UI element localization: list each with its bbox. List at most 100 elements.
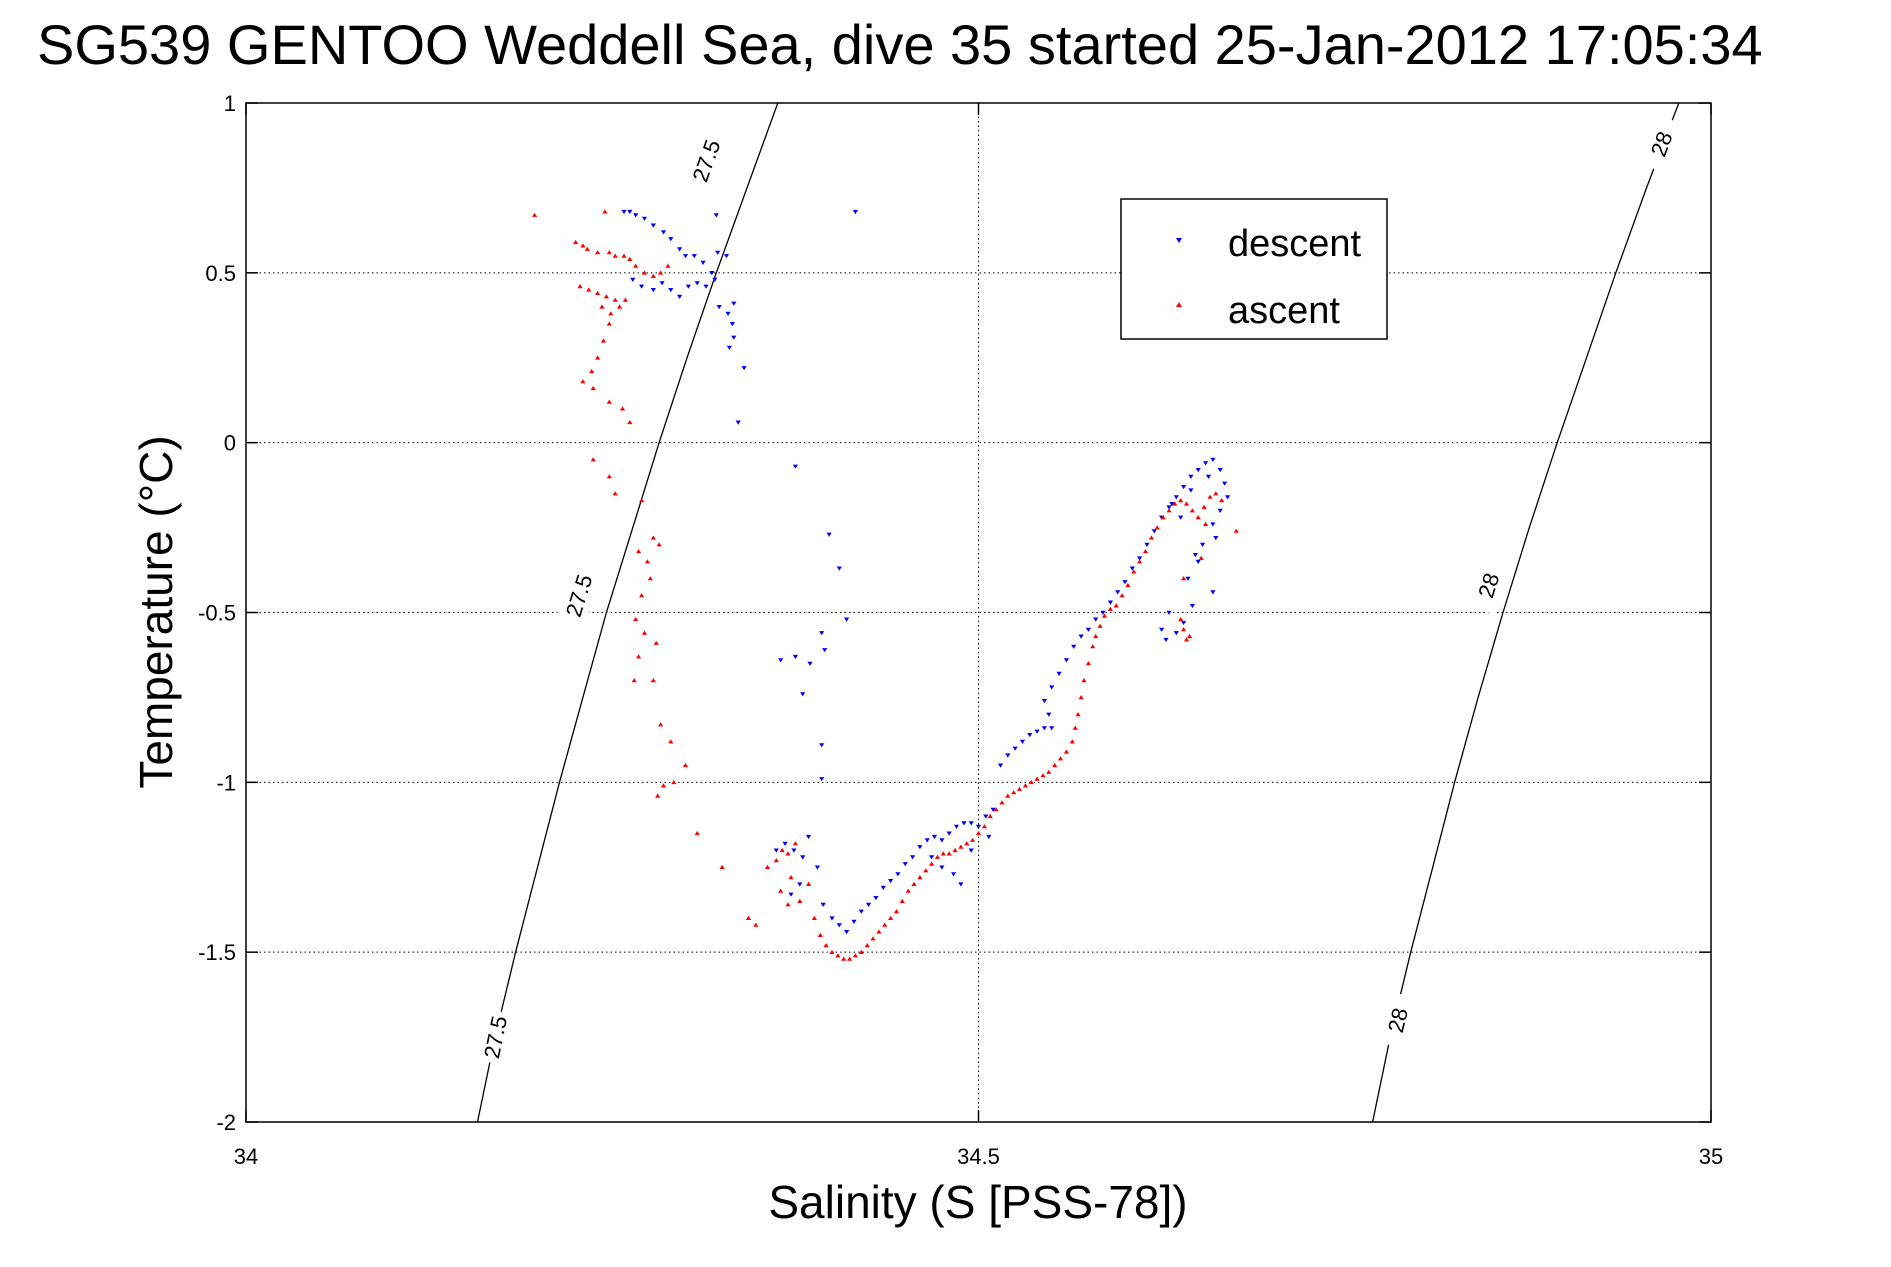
descent-point — [1213, 536, 1219, 541]
y-tick-label: -1 — [216, 770, 236, 795]
ascent-point — [584, 246, 590, 251]
descent-point — [1056, 671, 1062, 676]
ascent-point — [577, 284, 583, 289]
descent-point — [1122, 580, 1128, 585]
descent-point — [691, 254, 697, 259]
ascent-point — [823, 943, 829, 948]
ascent-point — [1046, 769, 1052, 774]
axis-tick-layer: 34 34.5 35 -2 -1.5 -1 -0.5 0 0.5 1 — [198, 91, 1723, 1169]
ascent-point — [870, 936, 876, 941]
ascent-point — [829, 949, 835, 954]
ascent-point — [1016, 786, 1023, 791]
descent-point — [1163, 637, 1169, 643]
descent-point — [1005, 753, 1011, 758]
contour-label-background — [683, 131, 729, 191]
contour-label: 28 — [1383, 1005, 1413, 1035]
isopycnal-contour-line — [1371, 102, 1680, 1123]
ascent-point — [621, 253, 627, 258]
y-tick-label: 0.5 — [205, 261, 236, 286]
descent-point — [1012, 746, 1018, 751]
y-tick-label: -0.5 — [198, 601, 236, 626]
descent-point — [814, 865, 820, 870]
ascent-point — [1125, 582, 1131, 588]
descent-point — [778, 658, 784, 663]
ascent-point — [899, 898, 905, 903]
descent-point — [844, 617, 850, 622]
ascent-point — [1183, 501, 1190, 506]
ascent-point — [975, 830, 982, 836]
descent-point — [819, 631, 825, 636]
ascent-point — [647, 576, 653, 581]
x-tick-label: 34 — [234, 1144, 258, 1169]
descent-point — [1205, 474, 1212, 479]
y-axis-label: Temperature (°C) — [130, 435, 182, 788]
ascent-point — [1160, 515, 1166, 520]
ascent-point — [650, 535, 656, 540]
ascent-point — [617, 304, 623, 309]
ascent-point — [1052, 762, 1058, 768]
descent-point — [1041, 726, 1047, 731]
ascent-point — [1154, 525, 1160, 530]
ascent-point — [603, 294, 609, 299]
descent-point — [1217, 508, 1223, 513]
ascent-point — [785, 851, 791, 856]
descent-point — [866, 902, 872, 907]
descent-point — [1200, 542, 1206, 547]
descent-point — [1173, 495, 1179, 500]
ascent-point — [958, 844, 964, 849]
ascent-point — [636, 654, 642, 659]
descent-point — [1181, 485, 1187, 490]
ascent-point — [719, 864, 725, 869]
ascent-point — [993, 807, 999, 812]
ascent-point — [668, 739, 674, 744]
ascent-point — [811, 915, 817, 920]
ascent-point — [1081, 678, 1087, 683]
descent-point — [1181, 620, 1187, 626]
descent-series-layer — [621, 209, 1231, 935]
ascent-point — [923, 868, 929, 873]
ascent-point — [893, 909, 900, 914]
ascent-point — [532, 212, 538, 217]
descent-point — [782, 841, 788, 846]
ascent-point — [1148, 535, 1154, 540]
descent-point — [961, 821, 967, 826]
descent-point — [806, 834, 812, 840]
contour-label-background — [556, 566, 601, 625]
ascent-point — [1040, 773, 1046, 778]
descent-point — [1093, 617, 1099, 622]
descent-point — [633, 213, 639, 218]
ascent-point — [653, 640, 659, 645]
descent-point — [668, 237, 674, 242]
ascent-point — [905, 888, 911, 893]
descent-point — [1085, 627, 1091, 632]
descent-point — [1115, 590, 1121, 595]
ascent-point — [641, 270, 648, 275]
ascent-point — [764, 864, 771, 869]
descent-point — [1222, 481, 1228, 486]
y-tick-label: 0 — [224, 431, 236, 456]
ascent-point — [952, 847, 958, 853]
descent-point — [713, 213, 719, 218]
descent-point — [694, 281, 700, 286]
descent-point — [968, 821, 974, 826]
descent-point — [773, 848, 779, 853]
descent-point — [946, 831, 952, 836]
ascent-point — [655, 793, 661, 798]
descent-point — [1178, 515, 1184, 520]
contour-label-background — [1466, 556, 1511, 615]
descent-point — [660, 230, 667, 235]
descent-point — [1210, 590, 1216, 595]
descent-point — [1049, 685, 1055, 690]
descent-point — [1210, 522, 1216, 527]
descent-point — [729, 322, 735, 327]
ascent-point — [641, 630, 648, 635]
descent-point — [807, 661, 813, 666]
ascent-point — [1005, 793, 1011, 798]
descent-point — [1063, 658, 1069, 663]
descent-point — [829, 916, 835, 921]
ascent-point — [1181, 627, 1187, 632]
descent-point — [873, 896, 879, 901]
descent-point — [639, 284, 645, 289]
descent-point — [1049, 726, 1055, 731]
